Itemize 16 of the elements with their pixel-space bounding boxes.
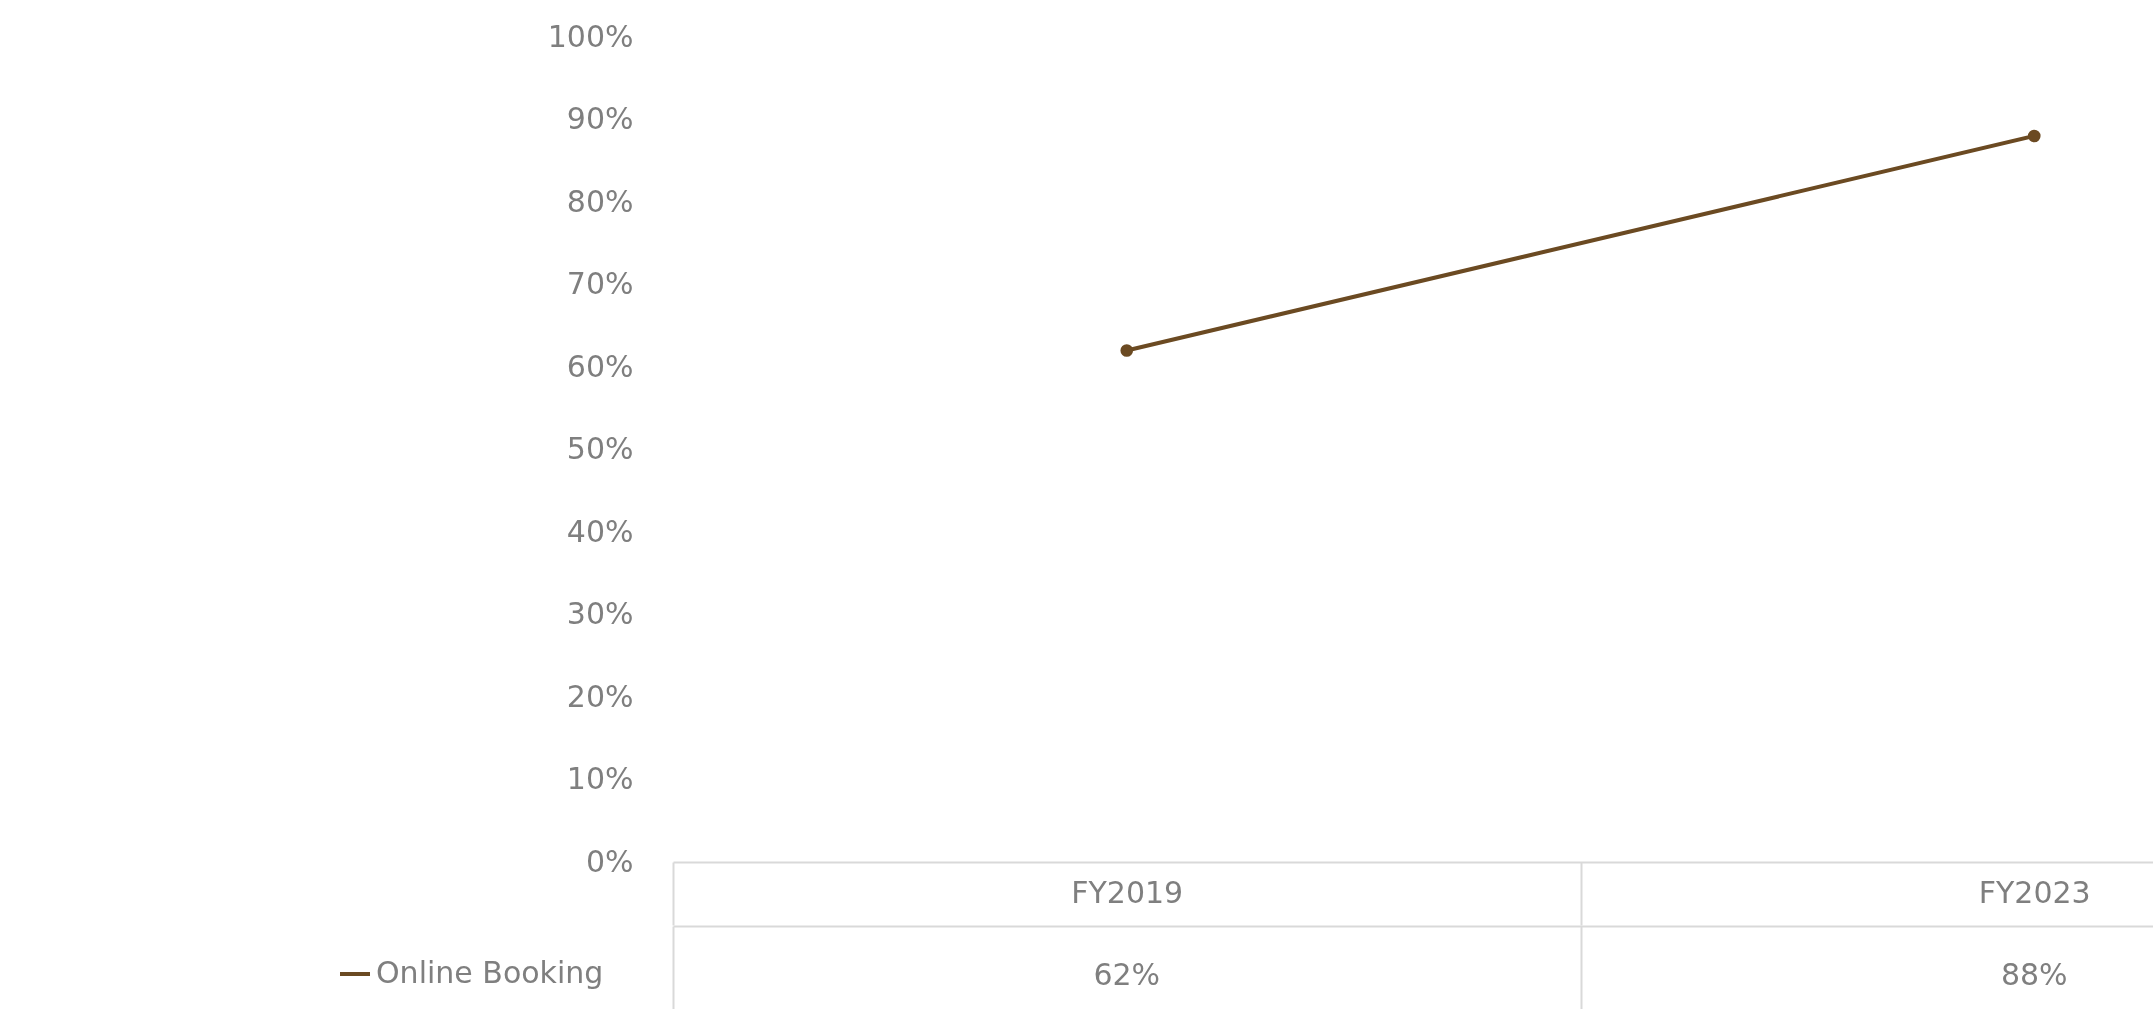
y-tick-label: 0% [585,843,634,879]
x-tick-label: FY2023 [1978,874,2091,910]
y-tick-label: 100% [547,18,634,54]
data-label: 62% [1093,956,1161,992]
data-label: 88% [2000,956,2068,992]
x-tick-label: FY2019 [1071,874,1184,910]
y-tick-label: 20% [566,678,634,714]
y-tick-label: 40% [566,513,634,549]
y-tick-label: 70% [566,266,634,301]
y-tick-label: 10% [566,761,634,796]
y-tick-label: 30% [566,596,634,631]
y-tick-label: 60% [566,348,634,384]
y-tick-label: 50% [566,431,634,466]
legend-label: Online Booking [376,955,604,990]
y-tick-label: 90% [566,101,634,136]
y-tick-label: 80% [566,183,634,219]
